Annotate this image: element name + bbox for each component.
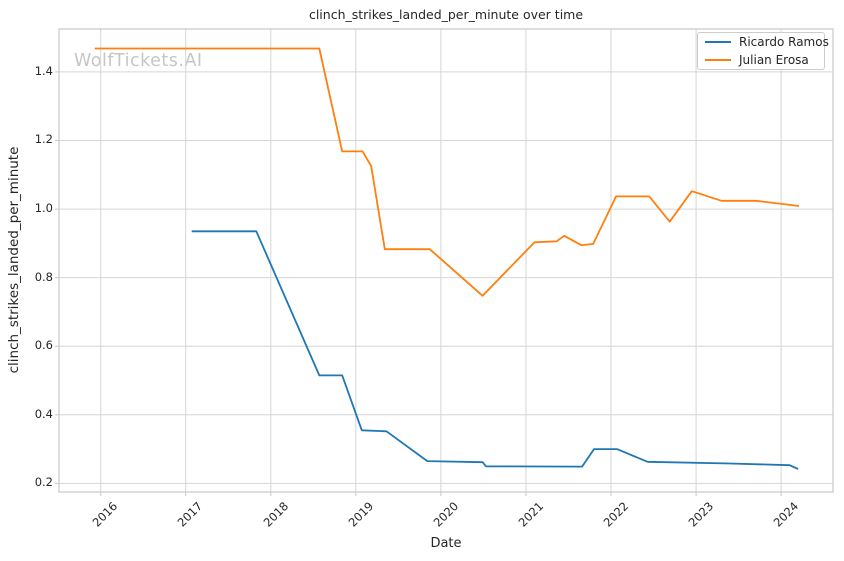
y-tick-label: 1.0 — [34, 201, 53, 216]
legend-label: Julian Erosa — [739, 52, 809, 67]
x-axis-label: Date — [430, 536, 462, 551]
y-tick-label: 1.4 — [34, 63, 53, 78]
y-axis-label: clinch_strikes_landed_per_minute — [6, 146, 22, 374]
y-tick-label: 0.6 — [34, 338, 53, 353]
legend-item-ricardo-ramos: Ricardo Ramos — [705, 35, 829, 50]
plot-frame — [58, 28, 834, 493]
chart-title: clinch_strikes_landed_per_minute over ti… — [308, 7, 584, 22]
legend-line-sample — [705, 41, 731, 44]
y-tick-label: 0.2 — [34, 475, 53, 490]
y-tick-label: 1.2 — [34, 132, 53, 147]
series-line-ricardo-ramos — [191, 230, 799, 470]
legend: Ricardo Ramos Julian Erosa — [697, 32, 829, 70]
y-tick-label: 0.4 — [34, 406, 53, 421]
legend-item-julian-erosa: Julian Erosa — [705, 53, 817, 68]
legend-label: Ricardo Ramos — [739, 35, 829, 50]
watermark: WolfTickets.AI — [74, 51, 203, 71]
y-tick-label: 0.8 — [34, 269, 53, 284]
legend-line-sample — [705, 58, 731, 61]
series-line-julian-erosa — [94, 47, 800, 297]
